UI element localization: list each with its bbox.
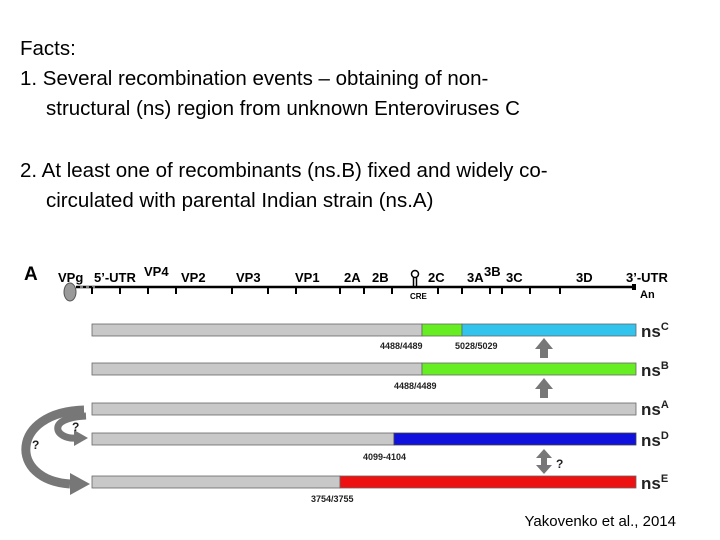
arrow-up-b-to-c	[535, 338, 553, 358]
bar-nsC-gray	[91, 323, 423, 337]
fact-1-line-2: structural (ns) region from unknown Ente…	[46, 97, 520, 120]
breakpoint-nsC-1: 4488/4489	[380, 341, 423, 351]
label-3a: 3A	[467, 270, 484, 285]
label-vpg: VPg	[58, 270, 83, 285]
breakpoint-nsC-2: 5028/5029	[455, 341, 498, 351]
panel-label: A	[24, 264, 38, 285]
label-5utr: 5’-UTR	[94, 270, 137, 285]
label-vp3: VP3	[236, 270, 261, 285]
label-cre: CRE	[410, 292, 428, 301]
strain-label-nsD: nsD	[641, 430, 669, 450]
arrow-up-a-to-b	[535, 378, 553, 398]
bar-nsE-gray	[91, 475, 341, 489]
bar-nsE-red	[339, 475, 637, 489]
breakpoint-nsE-1: 3754/3755	[311, 494, 354, 504]
strain-label-nsB: nsB	[641, 360, 669, 380]
label-vp4: VP4	[144, 264, 169, 279]
label-3c: 3C	[506, 270, 523, 285]
bar-nsD-blue	[393, 432, 637, 446]
question-mark-2: ?	[32, 438, 39, 452]
arrow-updown-d-e	[536, 449, 552, 474]
label-2a: 2A	[344, 270, 361, 285]
bar-nsC-green	[421, 323, 463, 337]
facts-heading: Facts:	[20, 37, 76, 60]
cre-hairpin	[410, 269, 420, 287]
strain-label-nsA: nsA	[641, 399, 669, 419]
polya-mark	[632, 284, 636, 290]
facts-text: Facts: 1. Several recombination events –…	[20, 34, 710, 216]
fact-2-line-1: 2. At least one of recombinants (ns.B) f…	[20, 159, 548, 182]
label-vp1: VP1	[295, 270, 320, 285]
transition-arrows	[535, 338, 553, 474]
strain-label-nsE: nsE	[641, 473, 668, 493]
bar-nsC-cyan	[461, 323, 637, 337]
bar-nsB-gray	[91, 362, 423, 376]
bar-nsB-green	[421, 362, 637, 376]
fact-2-line-2: circulated with parental Indian strain (…	[46, 189, 434, 212]
label-2c: 2C	[428, 270, 445, 285]
fact-1-line-1: 1. Several recombination events – obtain…	[20, 67, 489, 90]
vpg-oval	[63, 282, 77, 302]
question-mark-3: ?	[556, 457, 563, 471]
label-3utr: 3’-UTR	[626, 270, 669, 285]
bar-nsD-gray	[91, 432, 395, 446]
genome-ticks	[91, 287, 561, 294]
label-2b: 2B	[372, 270, 389, 285]
bar-nsA-gray	[91, 402, 637, 416]
citation: Yakovenko et al., 2014	[524, 513, 677, 530]
question-mark-1: ?	[72, 420, 79, 434]
label-3d: 3D	[576, 270, 593, 285]
strain-label-nsC: nsC	[641, 321, 669, 341]
label-vp2: VP2	[181, 270, 206, 285]
label-3b: 3B	[484, 264, 501, 279]
label-polya: An	[640, 289, 655, 301]
left-curved-arrows	[21, 405, 90, 495]
breakpoint-nsD-1: 4099-4104	[363, 452, 406, 462]
breakpoint-nsB-1: 4488/4489	[394, 381, 437, 391]
strain-bars	[91, 323, 637, 489]
